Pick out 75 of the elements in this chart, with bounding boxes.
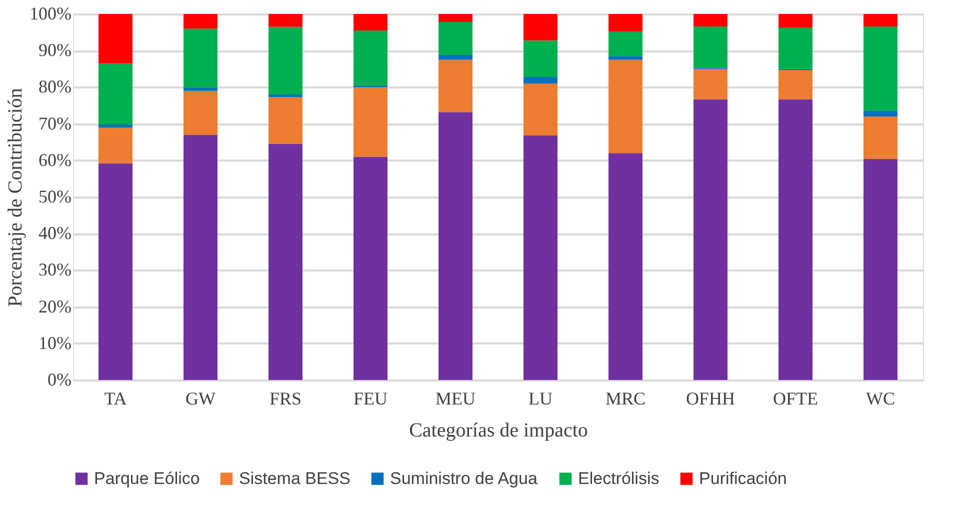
y-tick-label: 80% <box>38 76 72 97</box>
bar <box>864 26 898 111</box>
bar <box>354 156 388 380</box>
bar <box>98 127 132 164</box>
bar <box>694 14 728 26</box>
bar <box>438 22 472 55</box>
bar <box>524 76 558 84</box>
y-tick-label: 30% <box>38 260 72 280</box>
bar <box>524 136 558 380</box>
bar <box>354 30 388 86</box>
y-tick-label: 20% <box>38 296 72 316</box>
bar <box>268 97 302 144</box>
legend-label: Electrólisis <box>578 468 660 488</box>
legend-label: Suministro de Agua <box>390 468 538 488</box>
bar <box>864 116 898 159</box>
bar <box>778 14 812 28</box>
y-tick-label: 60% <box>38 150 72 170</box>
bar <box>778 28 812 69</box>
bar <box>694 68 728 100</box>
y-tick-label: 70% <box>38 113 72 134</box>
bar <box>268 144 302 380</box>
bar <box>98 63 132 125</box>
x-tick-label: MRC <box>605 388 646 408</box>
bar <box>864 158 898 380</box>
bar <box>608 60 642 154</box>
bar <box>268 14 302 27</box>
x-axis-title: Categorías de impacto <box>409 420 588 442</box>
bar <box>778 70 812 100</box>
x-tick-label: FEU <box>353 388 388 408</box>
bar <box>778 99 812 380</box>
bar <box>354 14 388 30</box>
bar <box>608 153 642 380</box>
bar <box>694 26 728 68</box>
y-tick-label: 40% <box>38 223 72 244</box>
bar <box>438 112 472 380</box>
bar <box>524 40 558 77</box>
bar <box>98 163 132 380</box>
bar <box>98 14 132 64</box>
bar <box>354 87 388 157</box>
bar <box>864 110 898 116</box>
x-tick-label: FRS <box>269 388 302 408</box>
x-tick-label: OFHH <box>686 388 736 408</box>
bar <box>864 14 898 26</box>
bar <box>438 60 472 112</box>
y-axis-title: Porcentaje de Contribución <box>4 88 27 307</box>
bar <box>608 32 642 56</box>
bar <box>98 124 132 128</box>
y-tick-label: 90% <box>38 40 72 60</box>
bar <box>524 84 558 136</box>
bar <box>184 87 218 91</box>
y-tick-label: 0% <box>48 370 72 390</box>
bar <box>268 26 302 95</box>
bar <box>268 94 302 98</box>
bar <box>694 99 728 380</box>
bar <box>438 54 472 60</box>
x-tick-label: MEU <box>436 388 476 408</box>
y-tick-label: 50% <box>38 186 72 206</box>
bar <box>184 14 218 29</box>
x-tick-label: WC <box>866 388 895 408</box>
bar <box>608 14 642 32</box>
bar <box>184 90 218 135</box>
legend-label: Purificación <box>699 468 787 488</box>
y-tick-label: 100% <box>30 4 72 24</box>
bar <box>608 56 642 60</box>
legend-label: Parque Eólico <box>94 468 200 488</box>
bar <box>184 28 218 88</box>
x-tick-label: LU <box>528 388 552 408</box>
x-tick-label: GW <box>186 388 216 408</box>
legend-label: Sistema BESS <box>239 468 350 488</box>
bar <box>438 14 472 22</box>
bar <box>524 14 558 40</box>
y-tick-label: 10% <box>38 332 72 353</box>
x-tick-label: OFTE <box>773 388 818 408</box>
bar <box>184 134 218 380</box>
x-tick-label: TA <box>104 388 127 408</box>
